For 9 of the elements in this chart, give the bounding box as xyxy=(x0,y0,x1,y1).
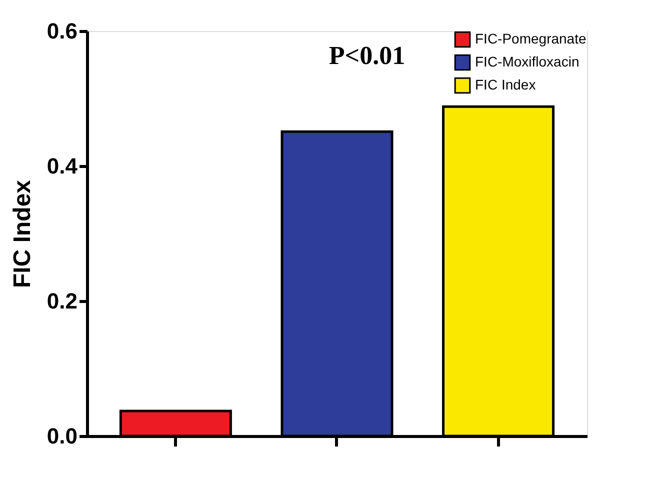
legend-label: FIC Index xyxy=(475,76,536,92)
annotation: P<0.01 xyxy=(328,41,406,70)
legend-label: FIC-Pomegranate xyxy=(475,30,586,46)
y-axis-title: FIC Index xyxy=(8,179,36,288)
y-tick-label: 0.0 xyxy=(46,424,78,448)
y-tick-label: 0.6 xyxy=(46,18,78,44)
y-tick-label: 0.2 xyxy=(46,288,78,314)
y-tick-label: 0.4 xyxy=(46,154,78,178)
legend-label: FIC-Moxifloxacin xyxy=(475,54,580,70)
